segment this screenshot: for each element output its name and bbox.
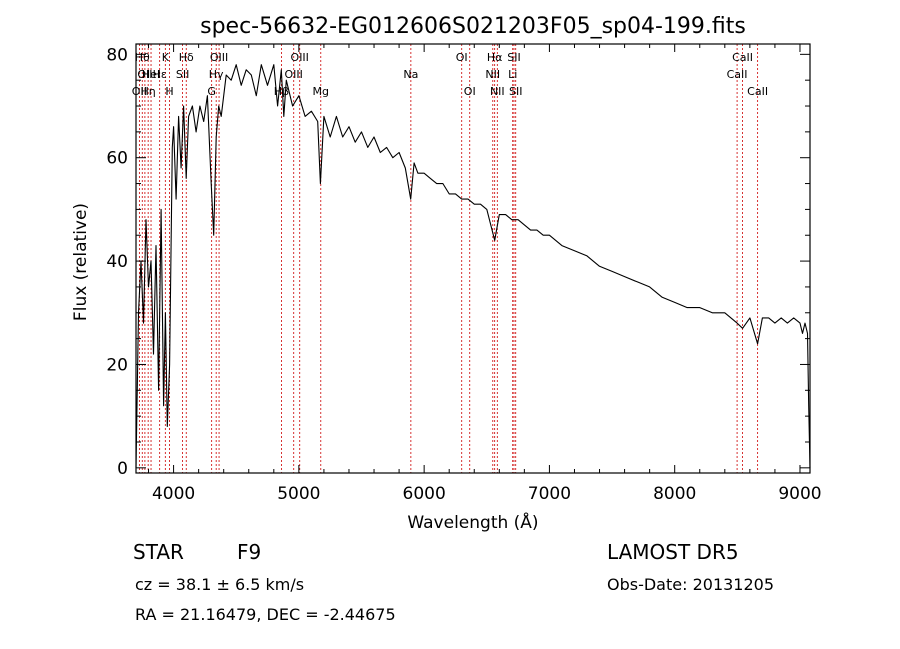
spectrum-line <box>135 64 811 468</box>
line-marker-label: OI <box>456 51 468 64</box>
line-marker-label: H <box>165 85 173 98</box>
emission-line-labels: OIIHθOIIHηHeIHεKHSIIHδGHγOIIIHβOIIIOIIIM… <box>132 51 768 98</box>
x-tick-label: 6000 <box>403 484 446 504</box>
line-marker-label: Hα <box>487 51 503 64</box>
x-tick-label: 4000 <box>152 484 195 504</box>
object-class: STAR <box>133 540 184 564</box>
line-marker-label: Na <box>403 68 418 81</box>
line-marker-label: OIII <box>210 51 228 64</box>
line-marker-label: NII <box>490 85 505 98</box>
spectral-subclass: F9 <box>237 540 261 564</box>
obs-date-text: Obs-Date: 20131205 <box>607 575 774 594</box>
y-axis-ticks: 0 20 40 60 80 <box>106 45 810 479</box>
x-tick-label: 7000 <box>528 484 571 504</box>
line-marker-label: SII <box>509 85 522 98</box>
y-tick-label: 40 <box>106 252 128 272</box>
y-tick-label: 60 <box>106 149 128 169</box>
chart-title: spec-56632-EG012606S021203F05_sp04-199.f… <box>200 14 746 39</box>
survey-name: LAMOST DR5 <box>607 540 739 564</box>
x-axis-label: Wavelength (Å) <box>407 511 538 533</box>
x-tick-label: 8000 <box>653 484 696 504</box>
line-marker-label: OI <box>464 85 476 98</box>
line-marker-label: K <box>162 51 170 64</box>
line-marker-label: NII <box>485 68 500 81</box>
line-marker-label: SII <box>176 68 189 81</box>
line-marker-label: Li <box>508 68 517 81</box>
emission-line-markers <box>138 44 759 473</box>
line-marker-label: Hδ <box>179 51 194 64</box>
line-marker-label: Mg <box>313 85 329 98</box>
x-tick-label: 9000 <box>778 484 821 504</box>
y-tick-label: 0 <box>117 459 128 479</box>
line-marker-label: Hε <box>153 68 167 81</box>
line-marker-label: OIII <box>291 51 309 64</box>
line-marker-label: Hθ <box>135 51 150 64</box>
y-tick-label: 20 <box>106 355 128 375</box>
line-marker-label: OIII <box>285 68 303 81</box>
x-tick-label: 5000 <box>277 484 320 504</box>
x-axis-ticks: 4000 5000 6000 7000 8000 9000 <box>148 44 822 504</box>
y-tick-label: 80 <box>106 45 128 65</box>
line-marker-label: CaII <box>747 85 768 98</box>
line-marker-label: G <box>207 85 216 98</box>
line-marker-label: Hη <box>141 85 156 98</box>
plot-frame <box>135 43 811 474</box>
line-marker-label: CaII <box>727 68 748 81</box>
line-marker-label: HeI <box>142 68 160 81</box>
line-marker-label: CaII <box>732 51 753 64</box>
coordinates-text: RA = 21.16479, DEC = -2.44675 <box>135 605 396 624</box>
line-marker-label: OII <box>137 68 152 81</box>
y-axis-label: Flux (relative) <box>71 203 91 321</box>
redshift-text: cz = 38.1 ± 6.5 km/s <box>135 575 304 594</box>
line-marker-label: SII <box>507 51 520 64</box>
line-marker-label: Hγ <box>209 68 224 81</box>
